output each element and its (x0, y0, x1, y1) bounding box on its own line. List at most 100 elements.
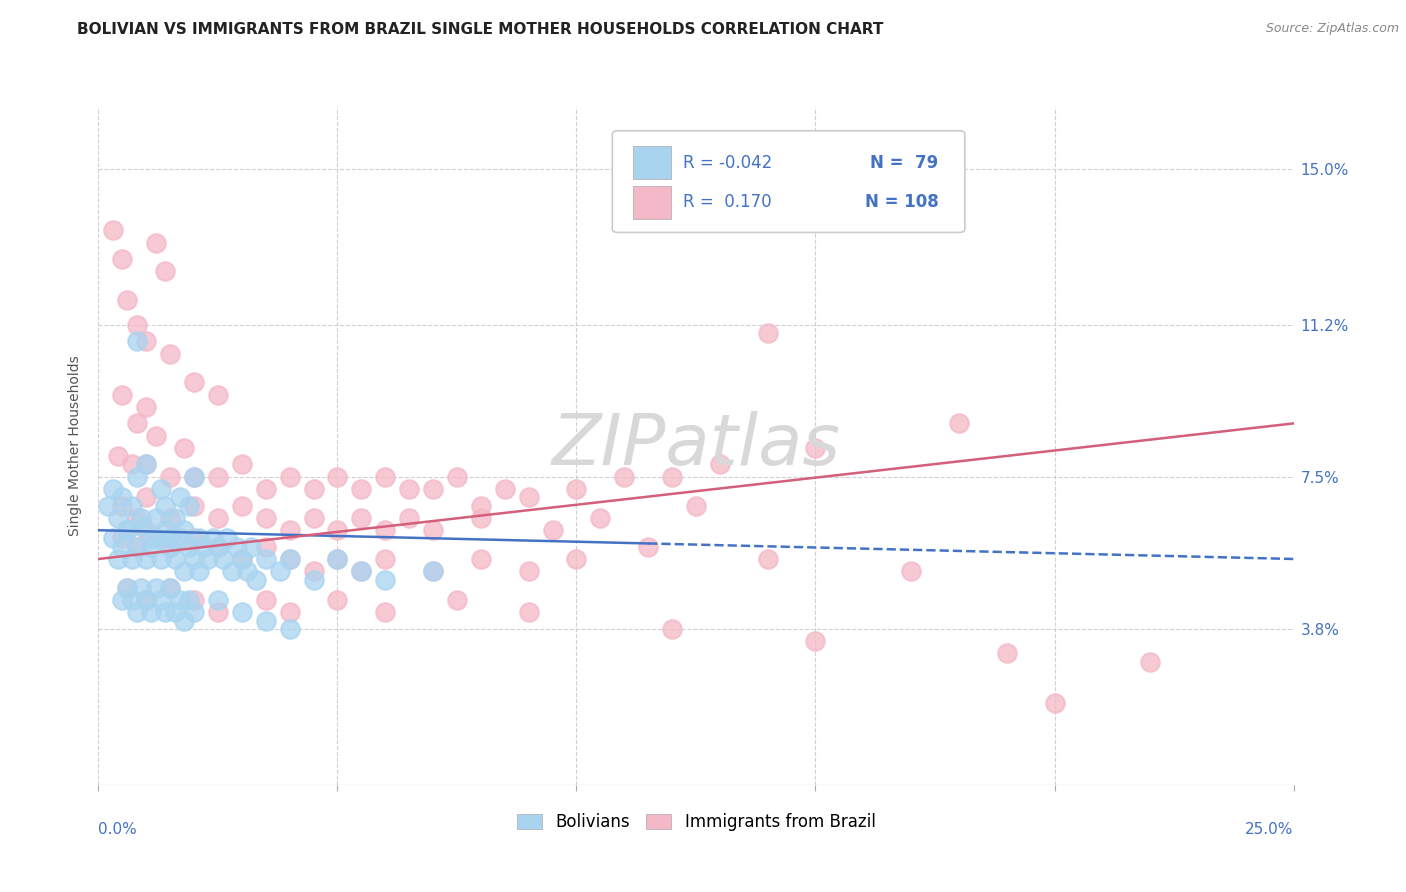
Point (517, 564, 540, 578)
Point (97, 499, 120, 513)
Point (139, 540, 162, 554)
Point (169, 532, 191, 546)
Point (125, 318, 148, 332)
Point (231, 552, 253, 566)
Point (115, 523, 138, 537)
Point (269, 564, 291, 578)
Point (179, 499, 201, 513)
Point (155, 606, 177, 620)
Point (350, 482, 373, 496)
Point (111, 252, 134, 266)
Point (350, 564, 373, 578)
Point (470, 499, 492, 513)
Point (948, 417, 970, 431)
Point (179, 593, 201, 607)
Point (446, 593, 468, 607)
Point (131, 581, 153, 595)
Point (101, 482, 124, 496)
Point (302, 482, 325, 496)
Point (101, 223, 124, 237)
Point (139, 532, 162, 546)
Point (254, 593, 277, 607)
Point (278, 523, 301, 537)
Point (207, 540, 229, 554)
Point (111, 491, 134, 505)
Point (125, 511, 148, 525)
Point (159, 470, 181, 484)
Point (302, 564, 325, 578)
Point (159, 532, 181, 546)
Point (159, 581, 181, 595)
Point (159, 540, 181, 554)
Point (159, 540, 181, 554)
Text: R =  0.170: R = 0.170 (683, 194, 772, 211)
Point (217, 532, 239, 546)
Point (121, 593, 143, 607)
Point (183, 470, 205, 484)
Point (149, 593, 172, 607)
Point (163, 511, 186, 525)
Point (145, 235, 167, 250)
Point (107, 450, 129, 464)
Point (183, 552, 205, 566)
Point (398, 511, 420, 525)
Point (155, 499, 177, 513)
Text: BOLIVIAN VS IMMIGRANTS FROM BRAZIL SINGLE MOTHER HOUSEHOLDS CORRELATION CHART: BOLIVIAN VS IMMIGRANTS FROM BRAZIL SINGL… (77, 22, 884, 37)
Point (125, 334, 148, 349)
Point (446, 470, 468, 484)
Point (804, 634, 827, 648)
Point (302, 573, 325, 587)
Point (207, 387, 229, 401)
Point (804, 441, 827, 455)
Point (565, 552, 588, 566)
Point (135, 552, 157, 566)
Point (131, 519, 153, 533)
Point (169, 593, 191, 607)
Point (207, 511, 229, 525)
Point (193, 540, 215, 554)
Point (107, 511, 129, 525)
Point (135, 458, 157, 472)
Point (135, 400, 157, 414)
Point (231, 499, 253, 513)
Point (231, 552, 253, 566)
Bar (633, 146, 671, 179)
Point (202, 532, 225, 546)
Point (155, 523, 177, 537)
Point (183, 376, 205, 390)
Point (111, 387, 134, 401)
Point (995, 647, 1018, 661)
Point (350, 511, 373, 525)
Point (135, 523, 157, 537)
Point (661, 470, 683, 484)
Text: 25.0%: 25.0% (1246, 822, 1294, 838)
Point (159, 581, 181, 595)
Point (125, 606, 148, 620)
Point (135, 593, 157, 607)
Text: 0.0%: 0.0% (98, 822, 138, 838)
Point (125, 417, 148, 431)
Point (422, 523, 444, 537)
Point (207, 606, 229, 620)
Point (517, 606, 540, 620)
Point (470, 552, 492, 566)
Point (254, 482, 277, 496)
Point (422, 482, 444, 496)
Point (350, 564, 373, 578)
Point (231, 458, 253, 472)
Point (183, 593, 205, 607)
Point (374, 470, 396, 484)
Point (125, 540, 148, 554)
Point (111, 499, 134, 513)
Point (278, 552, 301, 566)
Point (139, 606, 162, 620)
Point (221, 564, 243, 578)
Point (374, 573, 396, 587)
Text: Source: ZipAtlas.com: Source: ZipAtlas.com (1265, 22, 1399, 36)
Point (613, 470, 636, 484)
Point (149, 482, 172, 496)
Point (155, 264, 177, 278)
Point (145, 532, 167, 546)
Point (278, 470, 301, 484)
Point (183, 532, 205, 546)
